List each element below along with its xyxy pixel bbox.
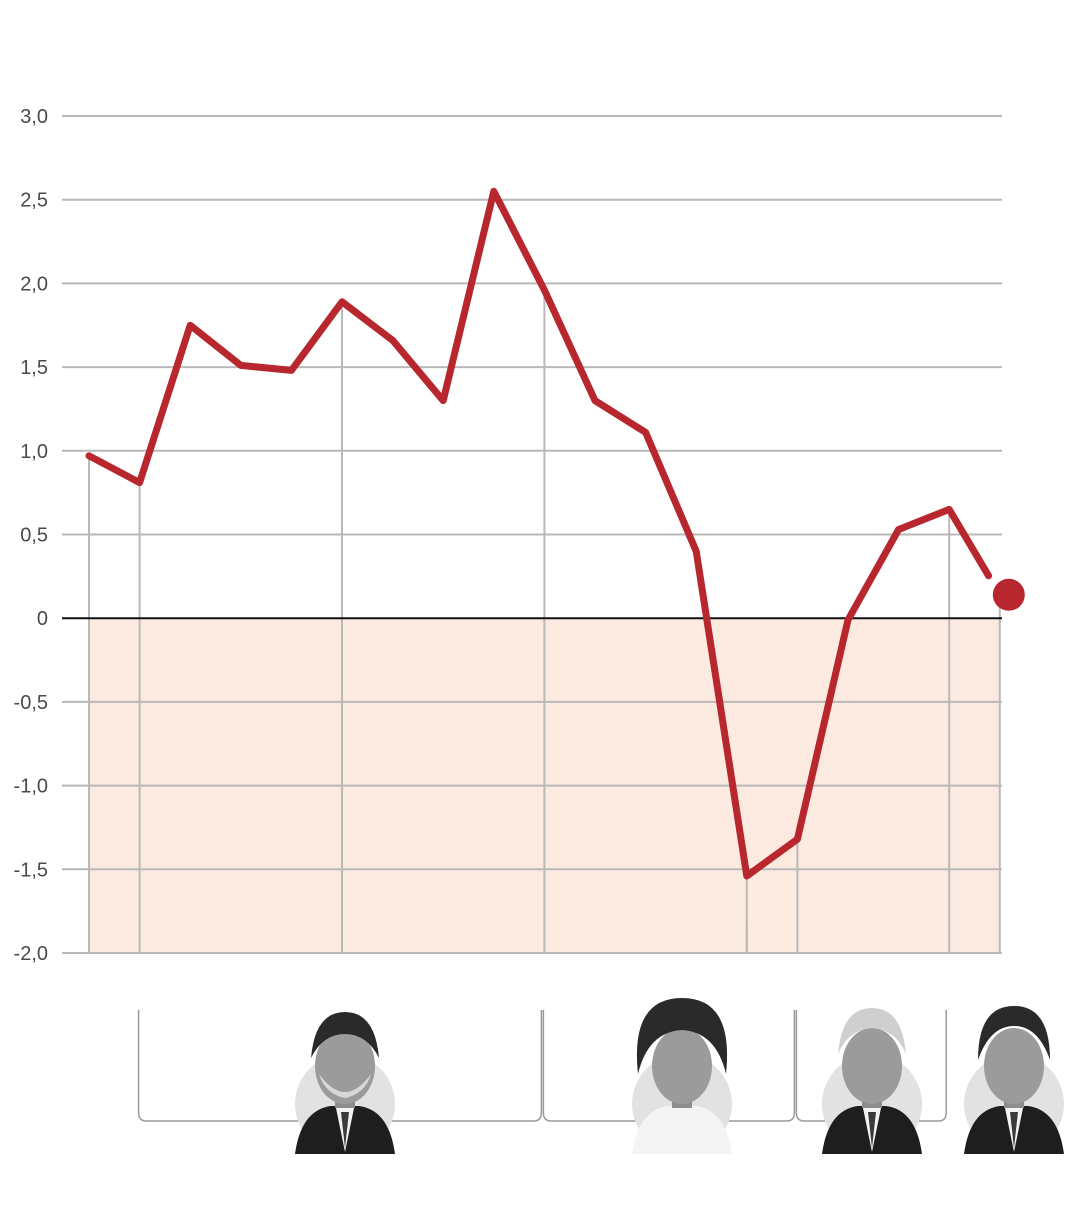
portrait-3 (822, 1008, 922, 1154)
y-axis-tick-labels: 3,0 2,5 2,0 1,5 1,0 0,5 0 -0,5 -1,0 -1,5 -2,0 (14, 106, 48, 965)
portrait-2 (632, 998, 732, 1154)
portrait-shoulders (632, 1106, 732, 1154)
portrait-1 (295, 1012, 395, 1154)
portrait-face (652, 1028, 712, 1104)
portrait-beard (319, 1074, 371, 1098)
portrait-hair (838, 1008, 906, 1054)
series-layer (85, 187, 1025, 880)
portrait-tie (1010, 1112, 1018, 1148)
vertical-gridlines (88, 296, 1001, 953)
portrait-tie (341, 1112, 349, 1148)
portrait-hair (636, 998, 728, 1074)
y-tick-label: 1,5 (20, 357, 48, 379)
y-tick-label: -2,0 (14, 943, 48, 965)
y-tick-label: 1,0 (20, 441, 48, 463)
portrait-hair (978, 1006, 1050, 1060)
portraits (295, 998, 1064, 1154)
y-tick-label: -1,5 (14, 859, 48, 881)
last-value-marker (992, 578, 1025, 611)
horizontal-gridlines (62, 115, 1002, 954)
y-tick-label: 0 (37, 608, 48, 630)
portrait-hair (311, 1012, 379, 1058)
y-tick-label: 2,5 (20, 190, 48, 212)
portrait-face (984, 1028, 1044, 1104)
y-tick-label: 3,0 (20, 106, 48, 128)
portrait-4 (964, 1006, 1064, 1154)
portrait-tie (868, 1112, 876, 1148)
y-tick-label: 0,5 (20, 525, 48, 547)
y-tick-label: -1,0 (14, 776, 48, 798)
series-line (85, 187, 993, 880)
y-tick-label: 2,0 (20, 273, 48, 295)
portrait-face (315, 1028, 375, 1104)
portrait-face (842, 1028, 902, 1104)
y-tick-label: -0,5 (14, 692, 48, 714)
